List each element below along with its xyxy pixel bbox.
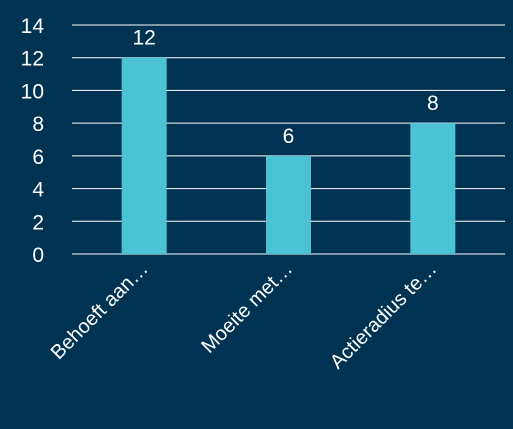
data-labels: 12 6 8 <box>132 27 438 148</box>
bar-1 <box>121 57 167 254</box>
y-tick-label: 2 <box>32 211 44 234</box>
x-axis-tick-labels: Behoeft aan… Moeite met… Actieradius te… <box>47 258 442 373</box>
x-tick-label: Actieradius te… <box>326 258 441 373</box>
y-tick-label: 10 <box>21 80 44 103</box>
data-label: 6 <box>283 125 295 148</box>
data-label: 12 <box>132 27 155 50</box>
y-tick-label: 8 <box>32 113 44 136</box>
data-label: 8 <box>427 92 439 115</box>
x-tick-label: Moeite met… <box>197 258 297 358</box>
y-axis-tick-labels: 0 2 4 6 8 10 12 14 <box>21 15 45 267</box>
y-tick-label: 12 <box>21 48 44 71</box>
bar-2 <box>266 155 311 254</box>
y-tick-label: 0 <box>32 244 44 267</box>
x-tick-label: Behoeft aan… <box>47 258 153 364</box>
y-tick-label: 6 <box>32 146 44 169</box>
bar-3 <box>410 123 456 255</box>
y-tick-label: 14 <box>21 15 45 38</box>
bars <box>121 57 456 255</box>
y-tick-label: 4 <box>32 179 44 202</box>
